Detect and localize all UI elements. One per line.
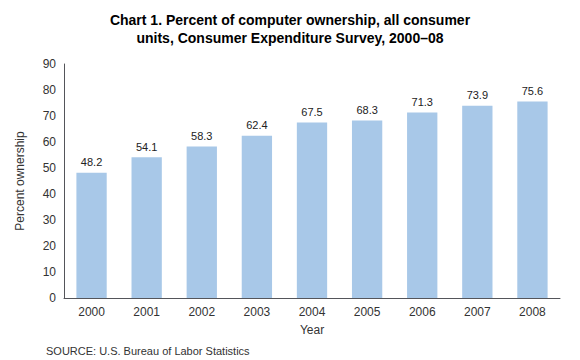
- svg-text:67.5: 67.5: [301, 106, 322, 118]
- svg-text:2006: 2006: [409, 305, 436, 319]
- svg-text:30: 30: [43, 213, 57, 227]
- svg-text:2000: 2000: [78, 305, 105, 319]
- svg-text:2008: 2008: [519, 305, 546, 319]
- svg-text:50: 50: [43, 161, 57, 175]
- svg-text:Year: Year: [300, 323, 324, 337]
- svg-text:Percent ownership: Percent ownership: [13, 131, 27, 231]
- svg-text:68.3: 68.3: [356, 104, 377, 116]
- svg-text:60: 60: [43, 135, 57, 149]
- svg-text:70: 70: [43, 109, 57, 123]
- svg-text:48.2: 48.2: [81, 156, 102, 168]
- svg-text:0: 0: [49, 291, 56, 305]
- svg-text:SOURCE: U.S. Bureau of Labor S: SOURCE: U.S. Bureau of Labor Statistics: [46, 345, 250, 357]
- svg-text:58.3: 58.3: [191, 130, 212, 142]
- svg-text:2002: 2002: [188, 305, 215, 319]
- svg-text:2005: 2005: [354, 305, 381, 319]
- svg-text:75.6: 75.6: [522, 85, 543, 97]
- svg-text:71.3: 71.3: [412, 96, 433, 108]
- svg-text:90: 90: [43, 57, 57, 71]
- svg-text:2003: 2003: [244, 305, 271, 319]
- svg-text:2007: 2007: [464, 305, 491, 319]
- svg-text:2001: 2001: [133, 305, 160, 319]
- svg-text:units, Consumer Expenditure Su: units, Consumer Expenditure Survey, 2000…: [136, 30, 443, 46]
- svg-text:10: 10: [43, 265, 57, 279]
- svg-text:20: 20: [43, 239, 57, 253]
- svg-text:80: 80: [43, 83, 57, 97]
- svg-text:40: 40: [43, 187, 57, 201]
- svg-text:54.1: 54.1: [136, 141, 157, 153]
- svg-text:2004: 2004: [299, 305, 326, 319]
- svg-text:Chart 1. Percent of computer o: Chart 1. Percent of computer ownership, …: [110, 12, 471, 28]
- svg-text:73.9: 73.9: [467, 89, 488, 101]
- svg-text:62.4: 62.4: [246, 119, 267, 131]
